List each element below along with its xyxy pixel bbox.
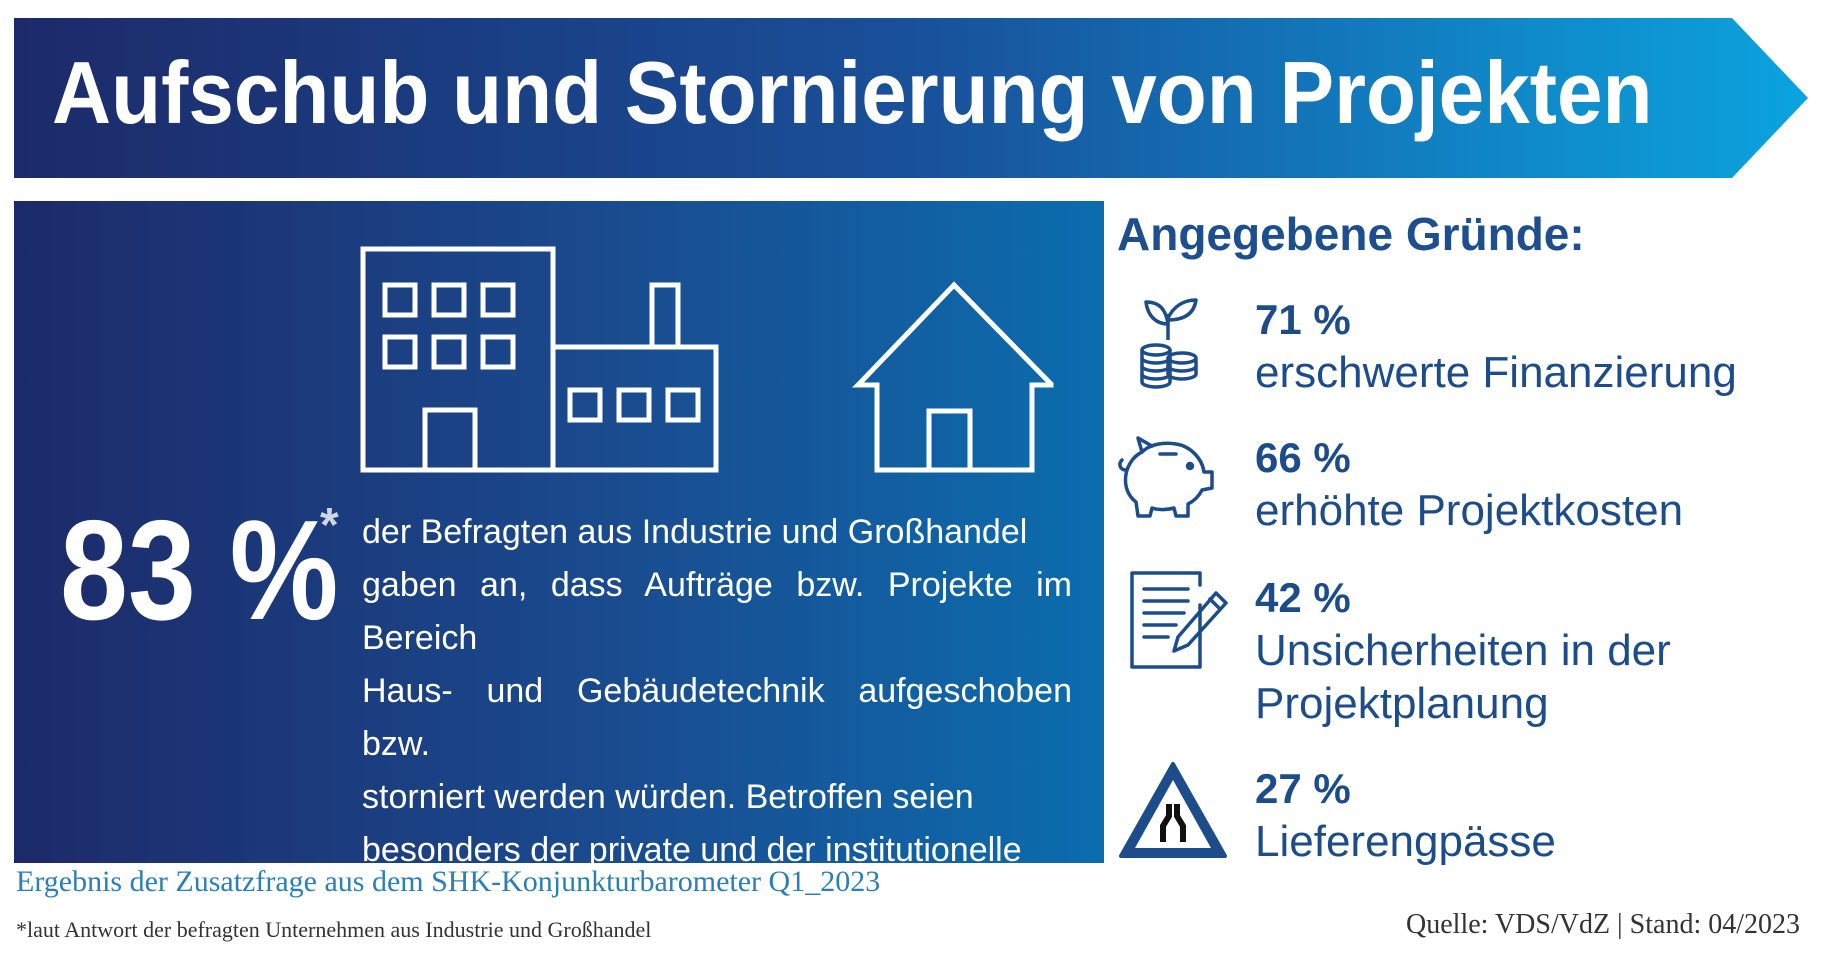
survey-result-note: Ergebnis der Zusatzfrage aus dem SHK-Kon…: [16, 865, 881, 898]
office-building-icon: [360, 246, 556, 473]
headline-percentage: 83 %: [60, 491, 339, 650]
footnote-asterisk: *: [320, 499, 339, 552]
main-stat-panel: 83 % * der Befragten aus Industrie und G…: [14, 201, 1104, 922]
reason-item: 42 % Unsicherheiten in der Projektplanun…: [1255, 572, 1671, 730]
asterisk-footnote: *laut Antwort der befragten Unternehmen …: [16, 917, 652, 942]
reason-item: 66 % erhöhte Projektkosten: [1255, 432, 1683, 537]
description-line: gaben an, dass Aufträge bzw. Projekte im…: [362, 566, 1072, 657]
reason-percentage: 66 %: [1255, 434, 1351, 481]
factory-icon: [550, 344, 719, 473]
reason-percentage: 27 %: [1255, 765, 1351, 812]
document-pen-icon: [1130, 571, 1228, 669]
reason-item: 71 % erschwerte Finanzierung: [1255, 294, 1737, 399]
reason-item: 27 % Lieferengpässe: [1255, 763, 1556, 868]
reasons-heading: Angegebene Gründe:: [1117, 208, 1585, 260]
description-line: besonders der private und der institutio…: [362, 831, 1022, 869]
money-plant-icon: [1140, 298, 1198, 389]
description-line: Wohnbau.: [362, 884, 517, 922]
buildings-illustration: [360, 246, 1054, 473]
page-title: Aufschub und Stornierung von Projekten: [52, 43, 1653, 142]
reason-label: erschwerte Finanzierung: [1255, 348, 1737, 397]
description-line: storniert werden würden. Betroffen seien: [362, 778, 974, 816]
reason-label: Lieferengpässe: [1255, 817, 1556, 866]
road-narrows-sign-icon: [1119, 762, 1227, 858]
description-line: Haus- und Gebäudetechnik aufgeschoben bz…: [362, 672, 1072, 763]
source-note: Quelle: VDS/VdZ | Stand: 04/2023: [1406, 909, 1800, 940]
reason-label: erhöhte Projektkosten: [1255, 486, 1684, 535]
reason-label: Projektplanung: [1255, 679, 1549, 728]
house-icon: [851, 281, 1054, 473]
reason-percentage: 42 %: [1255, 574, 1351, 621]
piggy-bank-icon: [1118, 436, 1214, 518]
description-line: der Befragten aus Industrie und Großhand…: [362, 513, 1028, 551]
reason-percentage: 71 %: [1255, 296, 1351, 343]
banner-arrow-shape: [14, 18, 1808, 178]
title-banner: Aufschub und Stornierung von Projekten: [14, 18, 1808, 178]
reason-label: Unsicherheiten in der: [1255, 626, 1671, 675]
stat-description: der Befragten aus Industrie und Großhand…: [362, 506, 1072, 930]
